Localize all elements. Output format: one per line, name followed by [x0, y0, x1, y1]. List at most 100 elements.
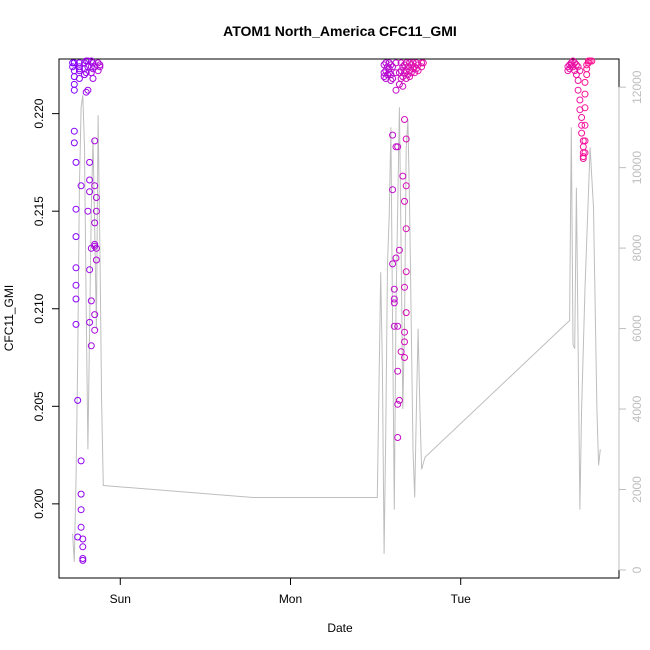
data-point	[79, 535, 87, 543]
y-axis-right: 0 2000 4000 6000 8000 10000 12000	[618, 70, 644, 573]
data-point	[91, 182, 99, 190]
data-point	[572, 61, 580, 69]
data-point	[394, 367, 402, 375]
data-point	[394, 322, 402, 330]
data-point	[581, 137, 589, 145]
data-point	[576, 96, 584, 104]
data-point	[70, 139, 78, 147]
data-point	[92, 244, 100, 252]
data-point	[394, 434, 402, 441]
data-point	[382, 67, 390, 75]
data-point	[572, 71, 580, 79]
data-point	[77, 182, 85, 190]
data-point	[419, 59, 427, 67]
data-point	[394, 400, 402, 408]
y2-tick-label: 0	[630, 566, 644, 573]
data-point	[389, 260, 397, 268]
data-point	[576, 67, 584, 75]
data-point	[418, 63, 426, 71]
y2-tick-label: 12000	[630, 70, 644, 104]
data-point	[401, 116, 408, 123]
data-point	[89, 75, 97, 82]
data-point	[578, 114, 586, 121]
data-point	[96, 61, 104, 69]
data-point	[77, 457, 85, 465]
data-points	[69, 57, 596, 564]
data-point	[82, 88, 90, 96]
y-tick-label: 0.215	[32, 196, 46, 226]
data-point	[392, 86, 400, 94]
data-point	[92, 194, 100, 201]
data-point	[389, 131, 397, 139]
data-point	[72, 320, 80, 328]
y2-tick-label: 6000	[630, 315, 644, 342]
data-point	[75, 75, 83, 82]
data-point	[72, 264, 80, 272]
data-point	[392, 254, 400, 262]
data-point	[86, 176, 94, 184]
data-point	[407, 69, 415, 77]
data-point	[75, 65, 83, 73]
x-tick-label: Tue	[451, 592, 472, 606]
data-point	[401, 338, 408, 346]
data-point	[79, 555, 87, 562]
y2-tick-label: 4000	[630, 395, 644, 422]
plot-frame	[58, 58, 620, 579]
data-point	[569, 63, 577, 71]
data-point	[395, 396, 403, 404]
data-point	[390, 295, 398, 303]
data-point	[578, 121, 586, 129]
data-point	[399, 172, 407, 180]
data-point	[86, 188, 94, 196]
data-point	[402, 225, 410, 233]
data-point	[389, 186, 397, 194]
data-point	[91, 219, 99, 227]
x-axis-title: Date	[327, 621, 353, 635]
data-point	[74, 396, 82, 404]
data-point	[77, 506, 85, 514]
y2-tick-label: 2000	[630, 476, 644, 503]
data-point	[406, 73, 414, 81]
data-point	[581, 104, 589, 112]
data-point	[414, 67, 422, 75]
x-axis: Sun Mon Tue	[110, 577, 472, 606]
data-point	[94, 59, 102, 67]
y-axis-title: CFC11_GMI	[2, 285, 16, 351]
y-axis-left: 0.200 0.205 0.210 0.215 0.220	[32, 98, 60, 519]
data-point	[401, 283, 408, 291]
data-point	[72, 205, 80, 213]
data-point	[390, 322, 398, 330]
data-point	[81, 71, 88, 79]
y-tick-label: 0.220	[32, 98, 46, 128]
data-point	[404, 71, 412, 79]
data-point	[411, 69, 419, 77]
data-point	[571, 59, 579, 67]
data-point	[583, 61, 591, 69]
data-point	[72, 233, 80, 241]
data-point	[84, 86, 92, 94]
data-point	[579, 143, 587, 151]
data-point	[91, 242, 99, 250]
data-point	[401, 354, 408, 361]
data-point	[87, 244, 95, 252]
data-point	[77, 523, 85, 531]
data-point	[564, 63, 572, 71]
data-point	[91, 137, 99, 145]
data-point	[72, 281, 80, 289]
data-point	[401, 328, 408, 336]
data-point	[581, 149, 589, 157]
data-point	[394, 143, 402, 151]
data-point	[389, 75, 397, 82]
data-point	[581, 78, 589, 86]
data-point	[402, 182, 410, 190]
y-tick-label: 0.200	[32, 489, 46, 519]
y2-tick-label: 10000	[630, 151, 644, 185]
data-point	[397, 75, 405, 82]
data-point	[91, 240, 99, 248]
data-point	[72, 158, 80, 166]
data-point	[86, 266, 94, 274]
data-point	[584, 59, 592, 67]
data-point	[578, 129, 586, 137]
data-point	[395, 246, 403, 254]
data-point	[86, 158, 94, 166]
